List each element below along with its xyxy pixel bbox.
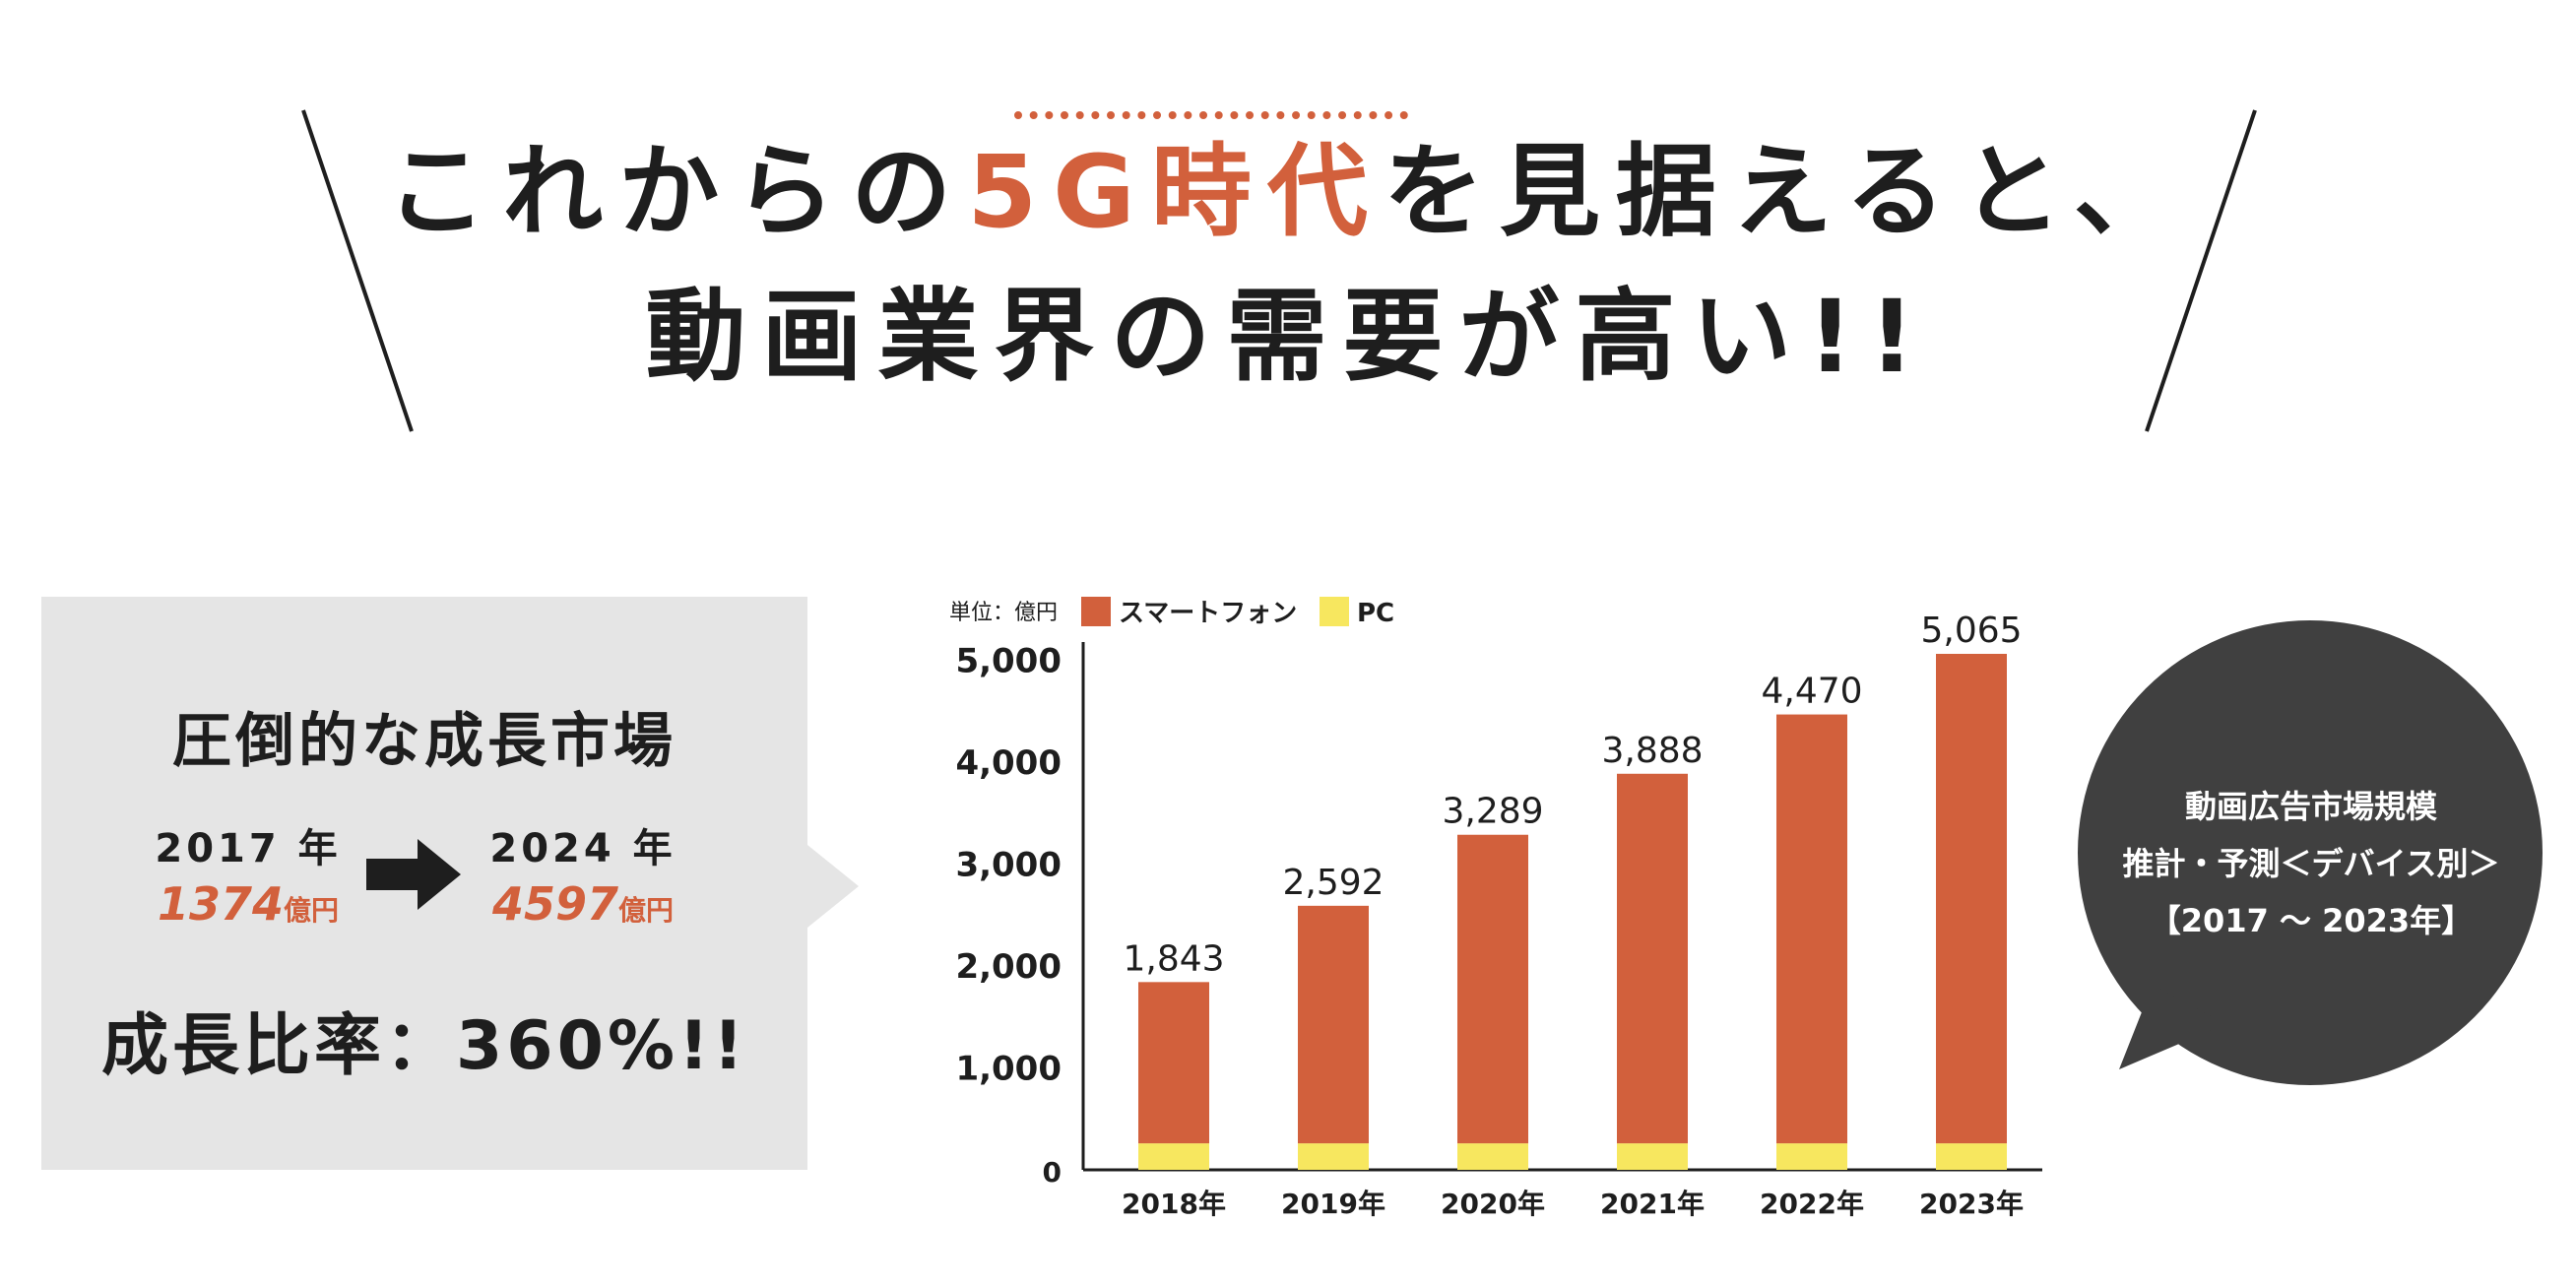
- growth-ratio: 成長比率：360%!!: [100, 1007, 748, 1085]
- y-tick-label: 5,000: [955, 642, 1062, 681]
- legend-swatch-smartphone: [1081, 597, 1111, 626]
- x-tick-label: 2022年: [1760, 1188, 1864, 1220]
- y-tick-label: 0: [1043, 1156, 1062, 1189]
- y-tick-label: 4,000: [955, 743, 1062, 783]
- emphasis-dots: [1014, 111, 1408, 119]
- headline-line-1-post: を見据えると、: [1383, 134, 2190, 251]
- to-year-block: 2024 年 4597億円: [465, 825, 701, 940]
- legend-label-smartphone: スマートフォン: [1119, 599, 1297, 628]
- bar-total-label: 4,470: [1761, 672, 1862, 712]
- headline-line-1-pre: これからの: [386, 134, 968, 251]
- x-axis-ticks: 2018年 2019年 2020年 2021年 2022年 2023年: [1122, 1188, 2024, 1220]
- bar-total-label: 3,289: [1442, 792, 1543, 832]
- headline-accent: 5G時代: [967, 134, 1384, 251]
- bar-segment-pc: [1936, 1143, 2007, 1170]
- x-tick-label: 2019年: [1281, 1188, 1385, 1220]
- bar-segment-smartphone: [1776, 714, 1847, 1144]
- caption-line-1: 動画広告市場規模: [2184, 788, 2437, 825]
- to-value-line: 4597億円: [465, 878, 701, 940]
- bar-segment-pc: [1457, 1143, 1528, 1170]
- bars: 1,843 2,592 3,289 3,888 4,470 5,065: [1123, 611, 2023, 1170]
- bar-chart: 単位：億円 スマートフォン PC 0 1,000 2,000 3,000 4,000 5,…: [949, 597, 2042, 1220]
- slash-decoration-left: [301, 109, 414, 432]
- bar-segment-smartphone: [1936, 654, 2007, 1144]
- from-value: 1374: [157, 877, 284, 931]
- chart-legend: 単位：億円 スマートフォン PC: [949, 597, 1394, 628]
- from-unit: 億円: [284, 894, 340, 927]
- bar-total-label: 3,888: [1601, 731, 1703, 771]
- x-tick-label: 2018年: [1122, 1188, 1226, 1220]
- y-tick-label: 1,000: [955, 1050, 1062, 1089]
- growth-title: 圧倒的な成長市場: [172, 707, 676, 776]
- bar-segment-smartphone: [1457, 834, 1528, 1144]
- x-tick-label: 2020年: [1441, 1188, 1545, 1220]
- arrow-right-icon: [366, 839, 461, 910]
- caption-line-3: 【2017 〜 2023年】: [2149, 902, 2474, 939]
- bar-total-label: 5,065: [1920, 611, 2022, 651]
- from-year-block: 2017 年 1374億円: [130, 825, 366, 940]
- y-axis-ticks: 0 1,000 2,000 3,000 4,000 5,000: [955, 642, 1062, 1189]
- bar-total-label: 2,592: [1282, 863, 1384, 903]
- to-year: 2024 年: [489, 826, 676, 871]
- x-tick-label: 2023年: [1919, 1188, 2024, 1220]
- headline-line-1: これからの5G時代を見据えると、: [0, 143, 2576, 243]
- y-tick-label: 2,000: [955, 947, 1062, 987]
- from-value-line: 1374億円: [130, 878, 366, 940]
- growth-callout: 圧倒的な成長市場 2017 年 1374億円 2024 年 4597億円 成長比…: [41, 597, 807, 1170]
- bar-segment-pc: [1298, 1143, 1369, 1170]
- chart-caption-text: 動画広告市場規模 推計・予測＜デバイス別＞ 【2017 〜 2023年】: [2080, 778, 2543, 949]
- caption-line-2: 推計・予測＜デバイス別＞: [2122, 845, 2500, 882]
- legend-label-pc: PC: [1357, 599, 1394, 628]
- unit-label: 単位：億円: [949, 601, 1058, 625]
- from-year: 2017 年: [155, 826, 342, 871]
- legend-swatch-pc: [1320, 597, 1349, 626]
- callout-pointer: [807, 845, 859, 928]
- headline-line-2: 動画業界の需要が高い!!: [645, 279, 1931, 396]
- headline: これからの5G時代を見据えると、 動画業界の需要が高い!!: [0, 0, 2576, 473]
- to-value: 4597: [491, 877, 618, 931]
- bar-segment-smartphone: [1298, 905, 1369, 1144]
- bar-segment-smartphone: [1617, 773, 1688, 1144]
- y-tick-label: 3,000: [955, 846, 1062, 885]
- bar-segment-smartphone: [1138, 982, 1209, 1144]
- bar-segment-pc: [1138, 1143, 1209, 1170]
- bar-segment-pc: [1617, 1143, 1688, 1170]
- bar-total-label: 1,843: [1123, 938, 1224, 979]
- to-unit: 億円: [618, 894, 675, 927]
- x-tick-label: 2021年: [1600, 1188, 1705, 1220]
- bar-segment-pc: [1776, 1143, 1847, 1170]
